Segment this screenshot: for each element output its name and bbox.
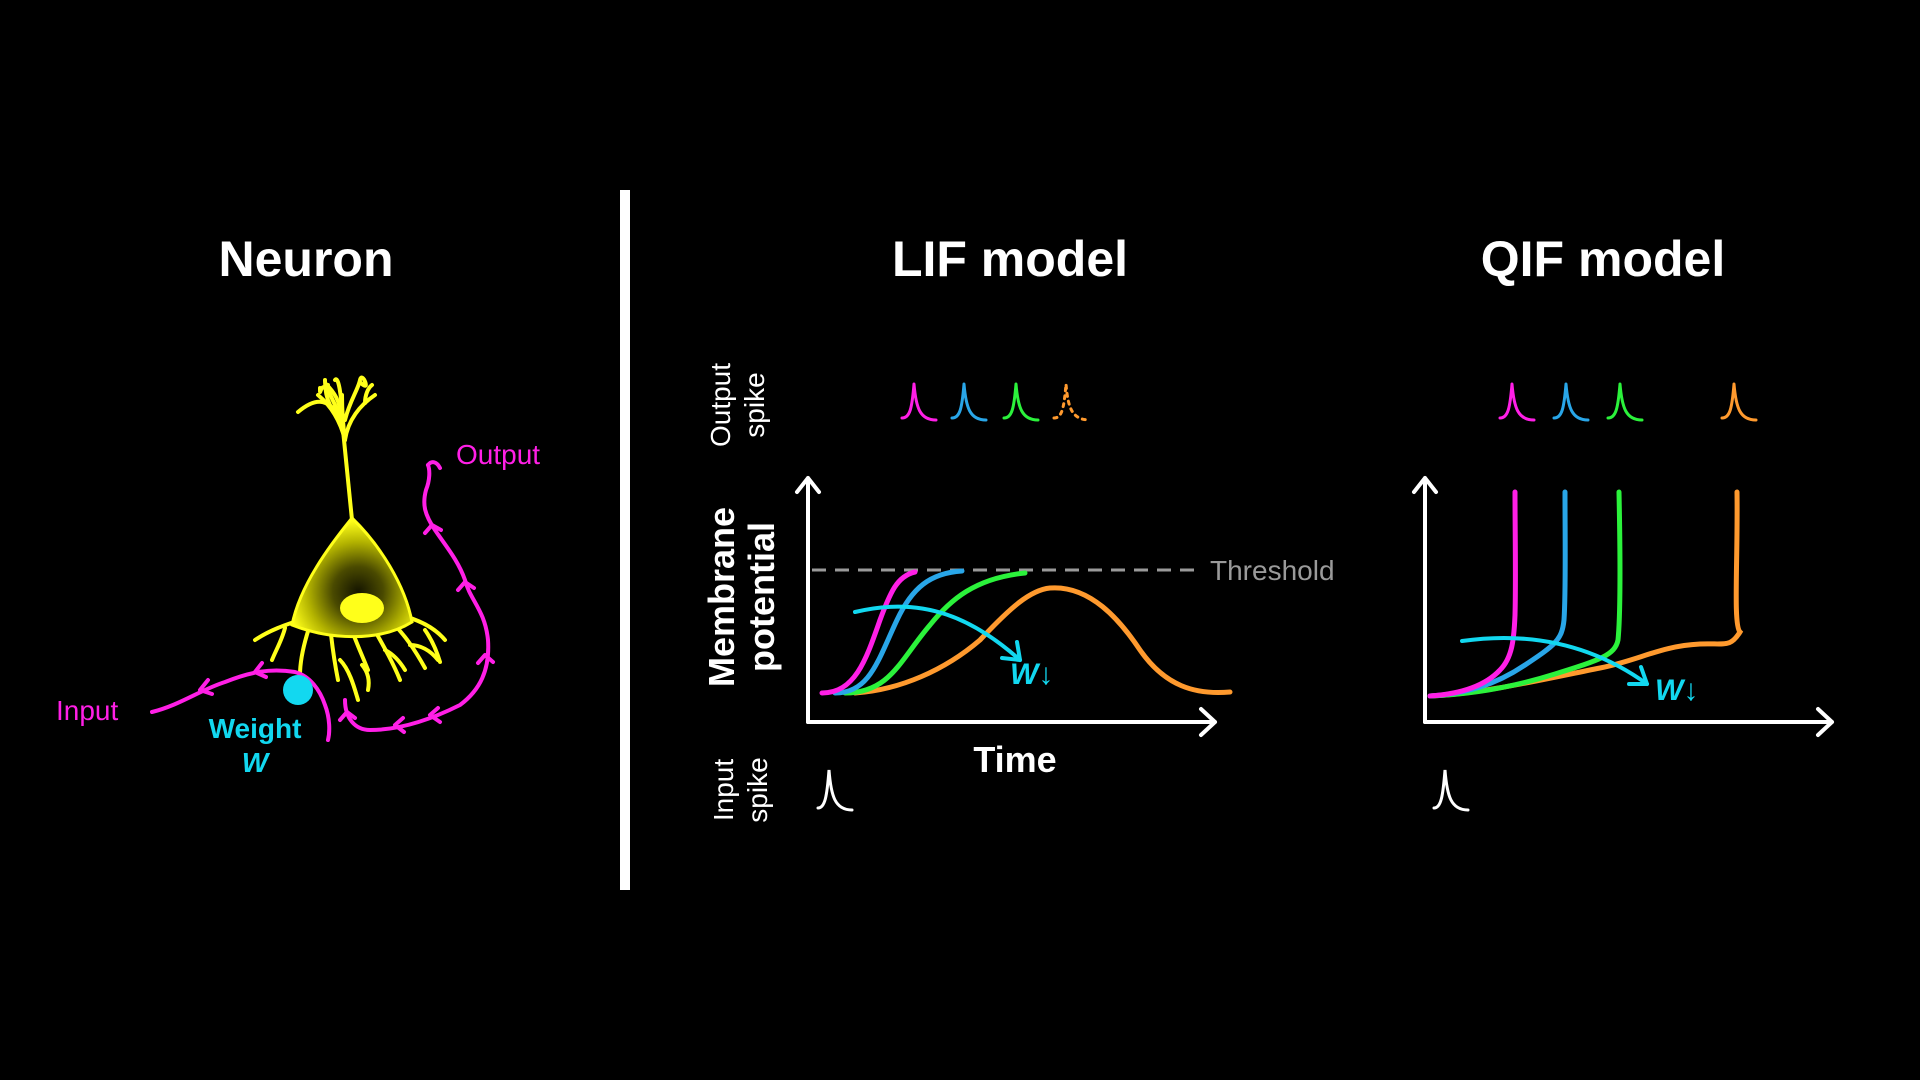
output-pathway <box>338 460 495 734</box>
qif-weight-arrow-icon <box>1460 635 1649 686</box>
lif-input-spike-icon <box>816 769 854 812</box>
threshold-label: Threshold <box>1210 555 1335 586</box>
output-label: Output <box>456 439 540 470</box>
lif-curves <box>819 568 1233 696</box>
input-pathway <box>150 661 332 742</box>
weight-symbol: W <box>242 747 271 778</box>
ylabel-line2: potential <box>741 522 782 672</box>
neuron-cell-icon <box>253 375 447 702</box>
lif-xlabel: Time <box>973 739 1056 780</box>
qif-axes <box>1412 476 1834 737</box>
spike-icon <box>1002 382 1040 422</box>
title-qif: QIF model <box>1481 231 1725 287</box>
qif-y-axis-arrow-icon <box>1412 476 1438 724</box>
weight-label: Weight <box>209 713 302 744</box>
spike-icon <box>1720 382 1758 422</box>
lif-output-spikes <box>900 382 1092 422</box>
neuron-nucleus <box>340 593 384 623</box>
lif-output-spike-label: Output spike <box>705 363 770 447</box>
title-lif: LIF model <box>892 231 1128 287</box>
spike-icon <box>1552 382 1590 422</box>
input-spike-label-line1: Input <box>708 759 739 821</box>
lif-weight-arrow-icon <box>853 604 1022 662</box>
output-spike-label-line1: Output <box>705 363 736 447</box>
lif-input-spike-label: Input spike <box>708 757 773 822</box>
qif-curve-green <box>1427 489 1623 699</box>
lif-weight-arrow-label: W↓ <box>1010 658 1053 691</box>
lif-axes <box>795 476 1217 737</box>
output-spike-label-line2: spike <box>739 372 770 437</box>
qif-input-spike-icon <box>1432 769 1470 812</box>
lif-curve-blue <box>832 568 965 696</box>
title-neuron: Neuron <box>219 231 394 287</box>
lif-curve-orange <box>852 585 1233 696</box>
lif-x-axis-arrow-icon <box>806 707 1217 737</box>
spike-icon <box>1498 382 1536 422</box>
spike-icon <box>900 382 938 422</box>
spike-icon <box>1052 382 1092 422</box>
qif-output-spikes <box>1498 382 1758 422</box>
qif-weight-arrow-label: W↓ <box>1655 674 1698 707</box>
qif-curve-magenta <box>1427 489 1518 699</box>
spike-icon <box>950 382 988 422</box>
lif-ylabel: Membrane potential <box>701 507 782 687</box>
qif-curve-blue <box>1427 489 1568 699</box>
input-spike-label-line2: spike <box>742 757 773 822</box>
weight-dot <box>283 675 313 705</box>
lif-curve-magenta <box>819 569 918 696</box>
qif-curves <box>1427 489 1744 699</box>
ylabel-line1: Membrane <box>701 507 742 687</box>
panel-divider <box>620 190 630 890</box>
lif-y-axis-arrow-icon <box>795 476 821 724</box>
input-label: Input <box>56 695 118 726</box>
spike-icon <box>1606 382 1644 422</box>
lif-curve-green <box>842 570 1028 696</box>
qif-x-axis-arrow-icon <box>1423 707 1834 737</box>
